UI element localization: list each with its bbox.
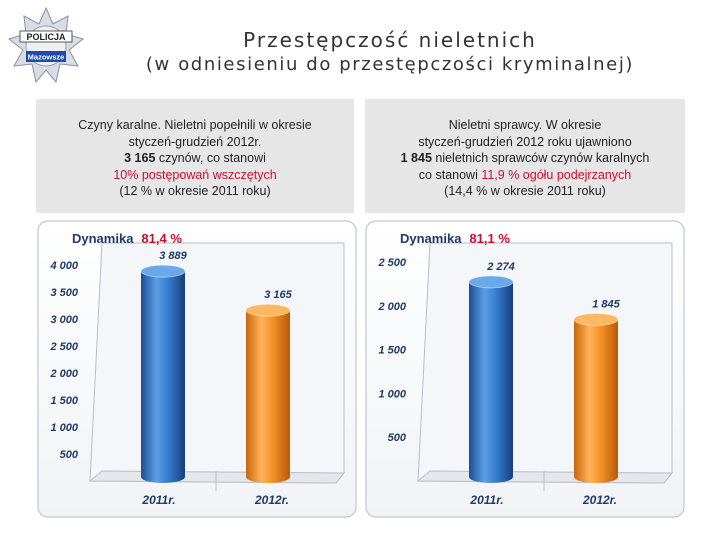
summary-line: Czyny karalne. Nieletni popełnili w okre… <box>78 118 312 132</box>
bar-2011 <box>140 264 186 483</box>
y-tick-label: 3 000 <box>50 314 78 326</box>
bar-value-label: 2 274 <box>486 261 515 273</box>
page-title: Przestępczość nieletnich (w odniesieniu … <box>100 28 680 77</box>
y-tick-label: 2 000 <box>377 301 406 313</box>
summary-count: 3 165 <box>124 151 156 165</box>
chart-title: Dynamika 81,4 % <box>72 231 182 246</box>
title-line-2: (w odniesieniu do przestępczości krymina… <box>145 54 635 75</box>
plot-area <box>89 242 345 484</box>
summary-box-offences: Czyny karalne. Nieletni popełnili w okre… <box>36 99 354 213</box>
summary-line: 3 165 czynów, co stanowi <box>36 150 354 167</box>
bar-2012 <box>573 313 619 483</box>
summary-box-offenders: Nieletni sprawcy. W okresie styczeń-grud… <box>365 99 685 213</box>
chart-offences: Dynamika 81,4 % 500 1 000 1 500 2 000 2 500 3 0… <box>37 220 357 518</box>
chart-offenders: Dynamika 81,1 % 500 1 000 1 500 2 000 2 500 2 2… <box>365 220 685 518</box>
summary-count: 1 845 <box>400 151 432 165</box>
y-tick-label: 2 500 <box>49 341 78 353</box>
bar-value-label: 3 889 <box>159 250 187 262</box>
y-tick-label: 4 000 <box>49 260 78 272</box>
x-tick-label: 2012r. <box>254 493 289 507</box>
chart-title: Dynamika 81,1 % <box>400 231 510 246</box>
summary-line: styczeń-grudzień 2012 roku ujawniono <box>418 134 632 149</box>
title-line-1: Przestępczość nieletnich <box>243 28 537 52</box>
plot-floor <box>88 470 346 484</box>
y-tick-label: 500 <box>60 449 79 461</box>
summary-line: (12 % w okresie 2011 roku) <box>119 184 271 198</box>
y-tick-label: 1 000 <box>378 388 406 400</box>
y-tick-label: 1 500 <box>50 395 78 407</box>
plot-area <box>417 242 673 484</box>
y-tick-label: 2 000 <box>49 368 78 380</box>
dynamics-label: Dynamika <box>72 231 134 246</box>
summary-line: co stanowi 11,9 % ogółu podejrzanych <box>365 167 685 184</box>
bar-2012 <box>245 303 291 483</box>
y-tick-label: 2 500 <box>377 257 406 269</box>
dynamics-value: 81,1 % <box>469 231 510 246</box>
y-tick-label: 1 000 <box>50 422 78 434</box>
logo-bottom-text: Mazowsze <box>28 53 65 62</box>
summary-highlight: 11,9 % ogółu podejrzanych <box>481 167 632 182</box>
summary-line: Nieletni sprawcy. W okresie <box>448 118 602 132</box>
summary-line: styczeń-grudzień 2012r. <box>128 134 262 149</box>
summary-text: czynów, co stanowi <box>155 151 266 165</box>
plot-floor <box>416 470 674 484</box>
summary-line: (14,4 % w okresie 2011 roku) <box>444 184 606 198</box>
y-tick-label: 1 500 <box>378 345 406 357</box>
summary-text: co stanowi <box>418 167 482 182</box>
x-tick-label: 2011r. <box>141 493 175 507</box>
summary-highlight: 10% postępowań wszczętych <box>113 167 277 182</box>
logo-top-text: POLICJA <box>26 32 66 42</box>
x-tick-label: 2012r. <box>582 493 617 507</box>
x-tick-label: 2011r. <box>469 493 503 507</box>
bar-value-label: 1 845 <box>592 298 620 310</box>
dynamics-label: Dynamika <box>400 231 462 246</box>
summary-text: nieletnich sprawców czynów karalnych <box>431 151 650 165</box>
bar-value-label: 3 165 <box>264 289 292 301</box>
dynamics-value: 81,4 % <box>141 231 182 246</box>
bar-2011 <box>468 275 514 483</box>
y-tick-label: 500 <box>388 432 407 444</box>
y-tick-label: 3 500 <box>50 287 78 299</box>
summary-line: 1 845 nieletnich sprawców czynów karalny… <box>365 150 685 167</box>
police-logo: POLICJA Mazowsze <box>7 6 85 84</box>
